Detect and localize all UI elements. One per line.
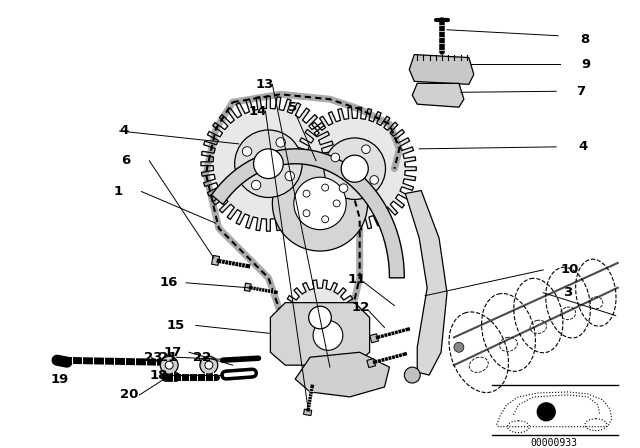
Text: 12: 12 <box>352 301 370 314</box>
Text: 3: 3 <box>563 286 572 299</box>
Polygon shape <box>367 358 376 367</box>
Circle shape <box>303 190 310 197</box>
Circle shape <box>252 181 261 190</box>
Polygon shape <box>405 190 447 375</box>
Circle shape <box>313 320 343 350</box>
Circle shape <box>362 145 371 154</box>
Text: 19: 19 <box>50 373 68 386</box>
Text: 6: 6 <box>122 154 131 167</box>
Circle shape <box>303 210 310 217</box>
Circle shape <box>404 367 420 383</box>
Polygon shape <box>212 255 220 265</box>
Circle shape <box>322 184 328 191</box>
Circle shape <box>339 184 348 193</box>
Polygon shape <box>212 149 404 278</box>
Polygon shape <box>370 334 378 343</box>
Circle shape <box>197 92 340 235</box>
Text: 11: 11 <box>348 273 366 286</box>
Polygon shape <box>270 303 370 365</box>
Text: 00000933: 00000933 <box>531 438 578 448</box>
Text: 15: 15 <box>166 319 184 332</box>
Text: 1: 1 <box>114 185 123 198</box>
Text: 4: 4 <box>578 140 588 153</box>
Polygon shape <box>412 83 464 107</box>
Polygon shape <box>201 96 336 231</box>
Circle shape <box>454 342 464 352</box>
Text: 13: 13 <box>255 78 274 91</box>
Circle shape <box>322 216 328 223</box>
Text: 21: 21 <box>159 351 177 364</box>
Text: 7: 7 <box>576 85 585 98</box>
Circle shape <box>160 356 178 374</box>
Text: 17: 17 <box>163 346 182 359</box>
Circle shape <box>285 171 294 181</box>
Text: 5: 5 <box>288 101 298 114</box>
Circle shape <box>341 155 368 182</box>
Text: 10: 10 <box>560 263 579 276</box>
Circle shape <box>276 138 285 147</box>
Circle shape <box>200 356 218 374</box>
Text: 18: 18 <box>149 369 168 382</box>
Text: 16: 16 <box>159 276 178 289</box>
Circle shape <box>308 306 332 329</box>
Polygon shape <box>410 55 474 84</box>
Text: 9: 9 <box>581 58 590 71</box>
Text: 20: 20 <box>120 388 138 401</box>
Circle shape <box>538 403 555 421</box>
Circle shape <box>205 361 213 369</box>
Circle shape <box>278 276 362 359</box>
Circle shape <box>294 177 346 230</box>
Circle shape <box>331 153 340 162</box>
Polygon shape <box>295 352 390 397</box>
Text: 8: 8 <box>580 33 589 46</box>
Polygon shape <box>282 280 358 355</box>
Circle shape <box>165 361 173 369</box>
Circle shape <box>289 103 420 234</box>
Circle shape <box>333 200 340 207</box>
Circle shape <box>324 138 385 199</box>
Circle shape <box>235 130 302 198</box>
Text: 14: 14 <box>248 105 267 118</box>
Polygon shape <box>244 283 251 292</box>
Text: 23: 23 <box>145 351 163 364</box>
Polygon shape <box>303 409 312 416</box>
Text: 4: 4 <box>120 125 129 138</box>
Circle shape <box>273 156 367 251</box>
Circle shape <box>243 146 252 156</box>
Polygon shape <box>293 107 416 230</box>
Text: 22: 22 <box>193 351 211 364</box>
Circle shape <box>370 176 378 184</box>
Circle shape <box>253 149 284 179</box>
